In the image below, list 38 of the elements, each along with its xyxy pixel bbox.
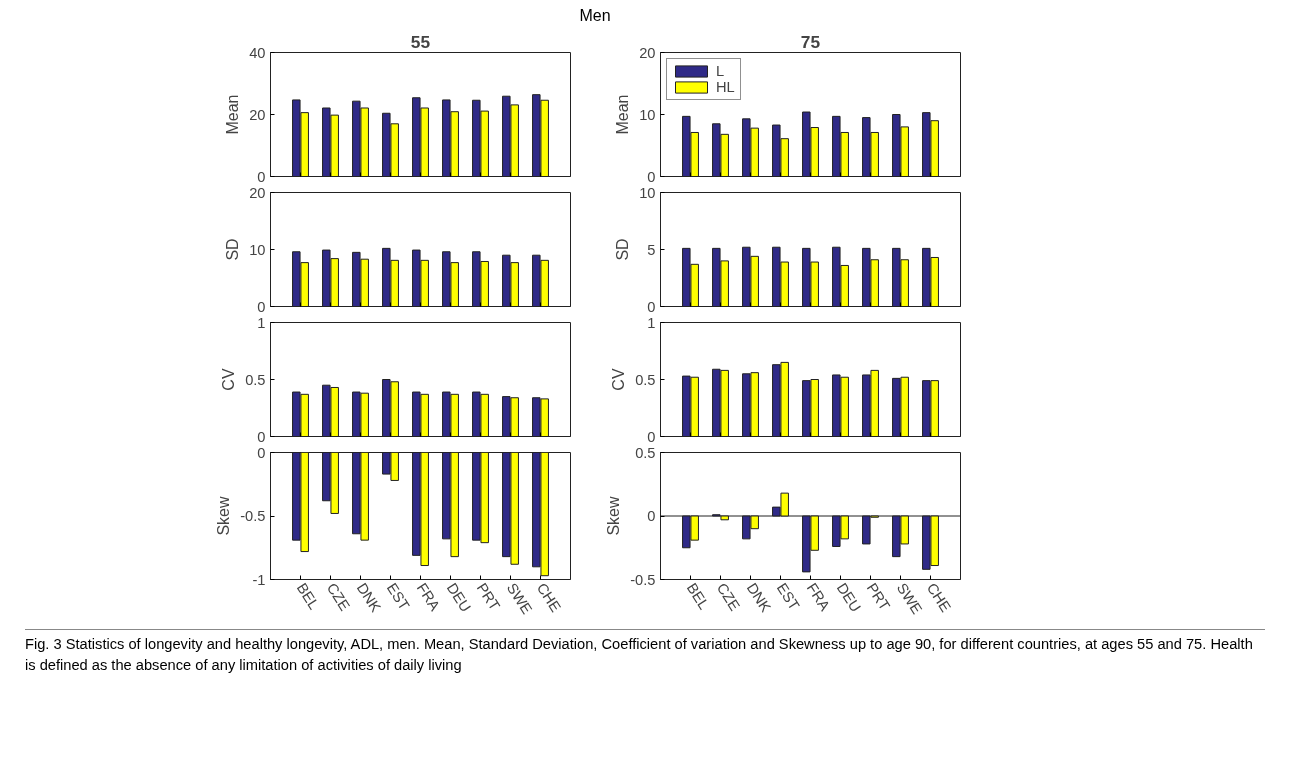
y-axis-title: SD — [224, 238, 242, 261]
y-tick-label: 20 — [249, 106, 266, 123]
y-tick-label: 0 — [257, 428, 266, 445]
chart-title: 55 — [410, 31, 431, 52]
y-tick-label: 0.5 — [635, 371, 656, 388]
y-tick-label: 0.5 — [635, 444, 656, 461]
y-tick-label: 0 — [257, 298, 266, 315]
y-tick-label: -0.5 — [630, 571, 656, 588]
chart-title: 75 — [800, 31, 821, 52]
y-axis-title: Mean — [224, 94, 242, 135]
legend-label: HL — [716, 79, 736, 95]
y-tick-label: 10 — [639, 184, 656, 201]
y-tick-label: 0 — [647, 428, 656, 445]
y-tick-label: 0 — [647, 168, 656, 185]
caption: Fig. 3 Statistics of longevity and healthy longevity, ADL, men. Mean, Standard Deviation, Coefficient of variation and Skewness up to age 90, for different countries, at ages 55 and 75. Health is defined as the absence of any limitation of activities of daily living — [25, 635, 1254, 675]
y-tick-label: 40 — [249, 44, 266, 61]
y-tick-label: 0 — [647, 508, 656, 524]
y-tick-label: 20 — [639, 44, 656, 61]
y-axis-title: Skew — [605, 495, 623, 536]
y-tick-label: 0 — [257, 444, 266, 461]
y-axis-title: Mean — [614, 94, 632, 135]
y-tick-label: 0 — [257, 168, 266, 185]
text: Men — [579, 6, 611, 26]
y-tick-label: 0.5 — [245, 371, 266, 388]
y-tick-label: 20 — [249, 184, 266, 201]
y-tick-label: -1 — [252, 571, 266, 588]
y-axis-title: Skew — [215, 495, 233, 536]
legend-label: L — [716, 63, 726, 79]
y-tick-label: 10 — [639, 106, 656, 123]
y-axis-title: SD — [614, 238, 632, 261]
y-tick-label: 5 — [647, 241, 656, 258]
y-tick-label: 1 — [257, 314, 266, 331]
y-axis-title: CV — [610, 368, 628, 391]
y-tick-label: 0 — [647, 298, 656, 315]
y-tick-label: 1 — [647, 314, 656, 331]
y-tick-label: -0.5 — [240, 508, 266, 524]
y-axis-title: CV — [220, 368, 238, 391]
y-tick-label: 10 — [249, 241, 266, 258]
